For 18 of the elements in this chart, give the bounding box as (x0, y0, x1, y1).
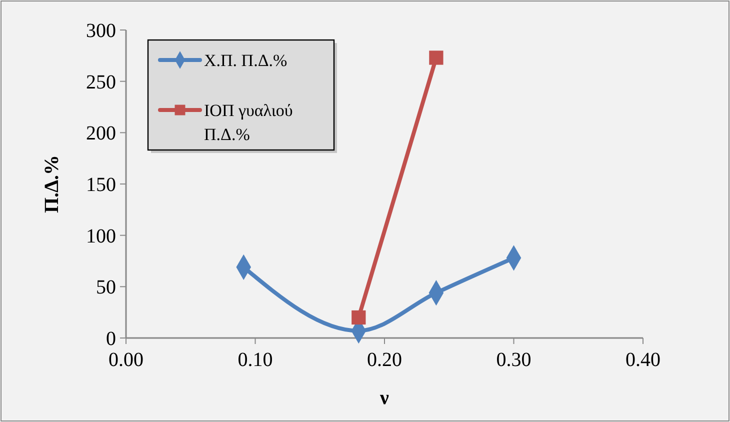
x-tick-label: 0.30 (496, 349, 532, 371)
x-tick-label: 0.00 (108, 349, 144, 371)
x-tick-label: 0.10 (238, 349, 273, 371)
y-axis-title: Π.Δ.% (41, 154, 63, 214)
y-tick-label: 200 (86, 122, 116, 145)
y-tick-label: 300 (86, 20, 116, 42)
y-tick-label: 150 (86, 174, 116, 196)
legend-label: Χ.Π. Π.Δ.% (204, 51, 288, 70)
x-axis-title: ν (379, 387, 390, 409)
point (352, 310, 366, 325)
y-tick-label: 50 (96, 276, 116, 299)
y-tick-label: 100 (86, 225, 116, 248)
x-tick-label: 0.20 (367, 349, 402, 371)
y-tick-label: 250 (86, 71, 116, 94)
y-tick-label: 0 (106, 328, 116, 350)
x-tick-label: 0.40 (626, 349, 660, 371)
point (429, 50, 444, 65)
legend-label: ΙΟΠ γυαλιού Π.Δ.% (204, 101, 293, 144)
